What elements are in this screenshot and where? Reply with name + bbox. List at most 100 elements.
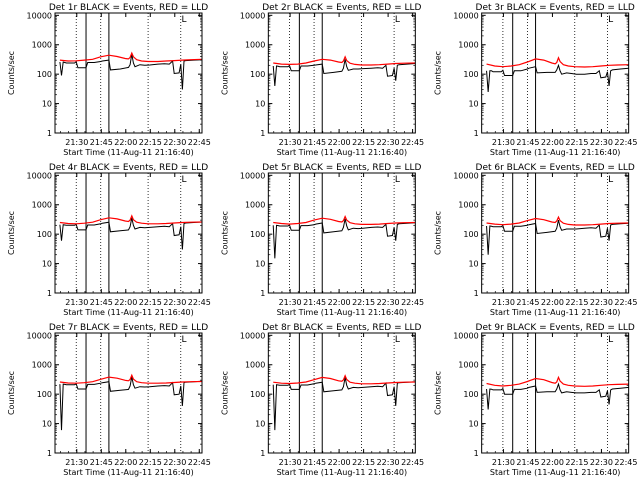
y-tick-label: 100 (250, 390, 265, 399)
y-tick-label: 10000 (27, 171, 52, 180)
x-tick-label: 22:00 (114, 458, 137, 467)
x-tick-label: 21:45 (516, 138, 539, 147)
x-tick-label: 22:45 (614, 298, 637, 307)
chart-panel-9: Det 9r BLACK = Events, RED = LLD L 1 10 100 1… (434, 323, 638, 477)
events-series-line (272, 218, 416, 259)
y-axis-label: Counts/sec (7, 211, 16, 255)
x-tick-label: 22:00 (328, 298, 351, 307)
chart-panel-7: Det 7r BLACK = Events, RED = LLD L 1 10 100 1… (7, 323, 211, 477)
events-series-line (59, 376, 203, 431)
plot-frame (267, 12, 416, 134)
x-tick-label: 22:15 (565, 458, 588, 467)
lld-series-line (486, 375, 629, 387)
y-axis-label: Counts/sec (220, 51, 229, 95)
y-axis-label: Counts/sec (434, 51, 443, 95)
y-tick-label: 1000 (245, 361, 265, 370)
lld-series-line (273, 55, 416, 66)
x-tick-label: 22:00 (541, 298, 564, 307)
x-tick-label: 22:30 (163, 138, 186, 147)
x-tick-label: 21:30 (279, 298, 302, 307)
events-series-line (59, 217, 203, 250)
y-tick-label: 10 (42, 100, 52, 109)
y-axis-label: Counts/sec (434, 211, 443, 255)
y-tick-label: 10000 (240, 171, 265, 180)
chart-panel-1: Det 1r BLACK = Events, RED = LLD L 1 10 100 1… (7, 3, 211, 157)
y-tick-label: 1000 (458, 41, 478, 50)
x-tick-label: 22:00 (541, 458, 564, 467)
chart-title: Det 2r BLACK = Events, RED = LLD (262, 3, 421, 13)
corner-marker: L (182, 15, 187, 25)
events-series-line (59, 54, 203, 90)
x-axis-label: Start Time (11-Aug-11 21:16:40) (490, 468, 621, 477)
chart-title: Det 4r BLACK = Events, RED = LLD (49, 163, 208, 173)
y-tick-label: 10 (42, 260, 52, 269)
chart-title: Det 1r BLACK = Events, RED = LLD (49, 3, 208, 13)
y-axis-label: Counts/sec (434, 371, 443, 415)
chart-title: Det 3r BLACK = Events, RED = LLD (476, 3, 635, 13)
lld-series-line (486, 215, 629, 226)
x-tick-label: 22:00 (114, 138, 137, 147)
plot-frame (267, 332, 416, 454)
chart-title: Det 5r BLACK = Events, RED = LLD (262, 163, 421, 173)
y-tick-label: 1000 (245, 201, 265, 210)
corner-marker: L (182, 175, 187, 185)
y-axis-label: Counts/sec (7, 371, 16, 415)
x-tick-label: 22:45 (188, 298, 211, 307)
x-tick-label: 21:30 (492, 138, 515, 147)
x-tick-label: 22:45 (614, 138, 637, 147)
chart-panel-3: Det 3r BLACK = Events, RED = LLD L 1 10 100 1… (434, 3, 638, 157)
x-tick-label: 21:45 (516, 298, 539, 307)
x-tick-label: 22:45 (401, 138, 424, 147)
x-tick-label: 22:45 (188, 138, 211, 147)
y-tick-label: 10 (468, 420, 478, 429)
x-axis-label: Start Time (11-Aug-11 21:16:40) (277, 468, 408, 477)
x-tick-label: 21:45 (90, 458, 113, 467)
x-tick-label: 22:15 (565, 138, 588, 147)
y-tick-label: 1 (47, 289, 52, 298)
x-tick-label: 22:15 (352, 138, 375, 147)
x-tick-label: 22:30 (590, 138, 613, 147)
x-axis-label: Start Time (11-Aug-11 21:16:40) (63, 148, 194, 157)
events-series-line (486, 219, 629, 255)
y-tick-label: 10 (468, 260, 478, 269)
events-series-line (486, 382, 629, 410)
plot-frame (267, 172, 416, 294)
corner-marker: L (608, 175, 613, 185)
y-tick-label: 10000 (453, 331, 478, 340)
chart-panel-2: Det 2r BLACK = Events, RED = LLD L 1 10 100 1… (220, 3, 424, 157)
y-tick-label: 100 (37, 70, 52, 79)
x-tick-label: 21:30 (279, 138, 302, 147)
x-tick-label: 21:30 (65, 138, 88, 147)
x-axis-label: Start Time (11-Aug-11 21:16:40) (490, 148, 621, 157)
corner-marker: L (608, 335, 613, 345)
x-tick-label: 22:45 (401, 458, 424, 467)
y-tick-label: 100 (37, 230, 52, 239)
x-axis-label: Start Time (11-Aug-11 21:16:40) (63, 308, 194, 317)
lld-series-line (59, 373, 203, 384)
x-tick-label: 22:15 (139, 458, 162, 467)
x-axis-label: Start Time (11-Aug-11 21:16:40) (277, 308, 408, 317)
x-tick-label: 22:30 (590, 458, 613, 467)
y-tick-label: 1000 (245, 41, 265, 50)
y-axis-label: Counts/sec (220, 371, 229, 415)
x-tick-label: 22:00 (114, 298, 137, 307)
y-tick-label: 100 (463, 390, 478, 399)
y-axis-label: Counts/sec (220, 211, 229, 255)
lld-series-line (273, 374, 416, 385)
chart-panel-6: Det 6r BLACK = Events, RED = LLD L 1 10 100 1… (434, 163, 638, 317)
lld-series-line (59, 214, 203, 225)
plot-frame (481, 12, 630, 134)
y-tick-label: 10000 (27, 11, 52, 20)
corner-marker: L (395, 335, 400, 345)
plot-frame (54, 12, 203, 134)
y-tick-label: 10000 (453, 11, 478, 20)
y-axis-label: Counts/sec (7, 51, 16, 95)
x-tick-label: 21:30 (492, 298, 515, 307)
x-tick-label: 21:45 (90, 298, 113, 307)
plot-frame (54, 172, 203, 294)
y-tick-label: 100 (37, 390, 52, 399)
y-tick-label: 1 (47, 449, 52, 458)
x-tick-label: 21:30 (492, 458, 515, 467)
x-tick-label: 22:15 (352, 458, 375, 467)
